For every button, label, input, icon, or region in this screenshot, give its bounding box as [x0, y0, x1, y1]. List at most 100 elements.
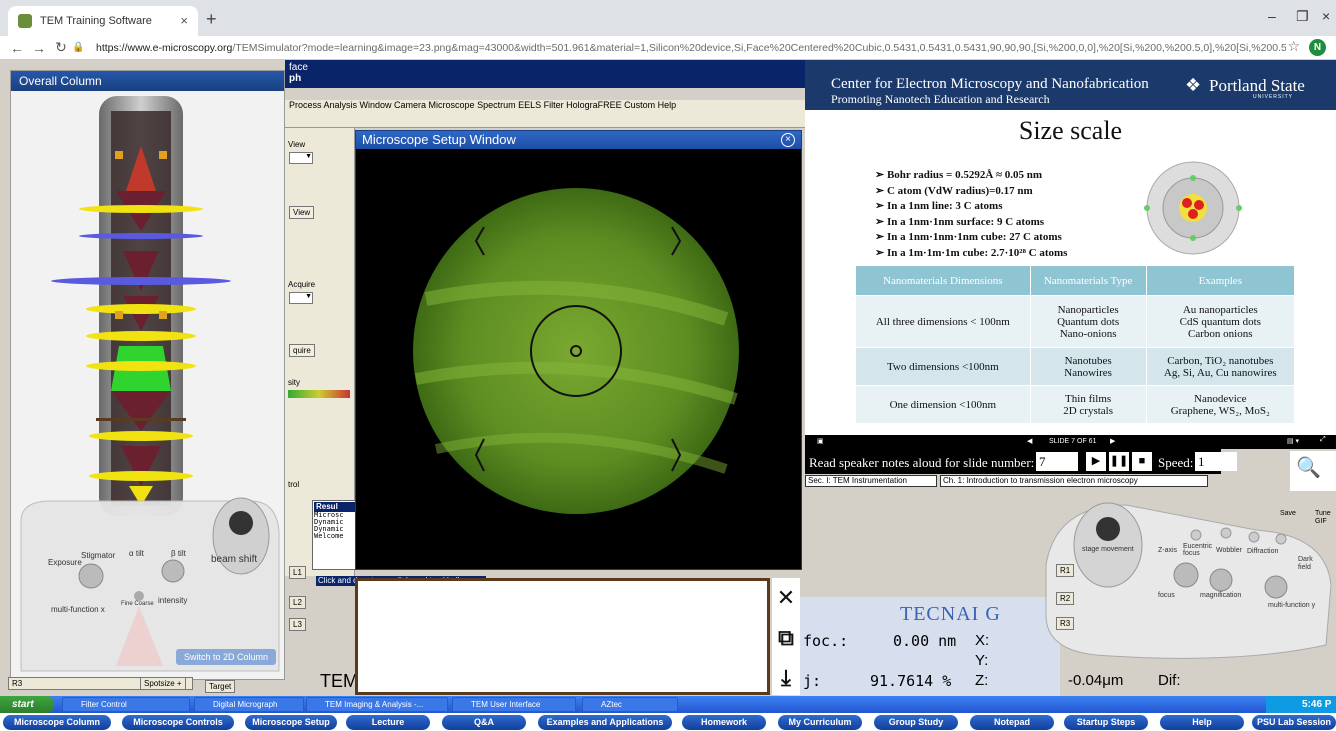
r1-button[interactable]: R1: [1056, 564, 1075, 577]
viewing-screen[interactable]: [356, 149, 801, 569]
r3-button[interactable]: R3: [1056, 617, 1075, 630]
search-icon[interactable]: 🔍: [1290, 451, 1336, 491]
eucentric-focus-button[interactable]: [1220, 527, 1232, 539]
slide-menu-icon[interactable]: ▤ ▾: [1287, 438, 1300, 445]
nav-startup-steps[interactable]: Startup Steps: [1064, 715, 1148, 730]
notes-copy-icon[interactable]: ⧉: [778, 625, 794, 650]
maximize-button[interactable]: ❐: [1296, 8, 1309, 24]
tune-gif-button[interactable]: Tune GIF: [1315, 510, 1331, 525]
fullscreen-icon[interactable]: ⤢: [1320, 436, 1326, 443]
taskbar-item[interactable]: TEM Imaging & Analysis -...: [306, 697, 448, 712]
nav-group-study[interactable]: Group Study: [874, 715, 958, 730]
play-button[interactable]: ▶: [1086, 452, 1106, 471]
nav-homework[interactable]: Homework: [682, 715, 766, 730]
slide-number-input[interactable]: 7: [1036, 452, 1078, 471]
focus-label: focus: [1158, 592, 1175, 599]
table-cell: One dimension <100nm: [855, 385, 1031, 424]
result-window: Resul Microsc Dynamic Dynamic Welcome: [312, 500, 360, 570]
browser-tab[interactable]: TEM Training Software ×: [8, 6, 198, 36]
tecnai-title: TECNAI G: [900, 603, 1001, 625]
coil: [115, 151, 123, 159]
nav-microscope-setup[interactable]: Microscope Setup: [245, 715, 337, 730]
r2-button[interactable]: R2: [1056, 592, 1075, 605]
l3-button[interactable]: L3: [289, 618, 306, 631]
corner-mark: [671, 438, 682, 472]
beam-shift-trackball[interactable]: [229, 511, 253, 535]
nav-microscope-column[interactable]: Microscope Column: [3, 715, 111, 730]
gm-menu-bar[interactable]: Process Analysis Window Camera Microscop…: [285, 100, 805, 114]
reload-icon[interactable]: ↻: [55, 39, 67, 55]
right-control-panel: [1045, 502, 1332, 659]
trackball-housing: [1073, 502, 1143, 588]
spotsize-button[interactable]: Spotsize +: [140, 677, 186, 690]
gm-toolbar[interactable]: [285, 114, 805, 128]
column-diagram[interactable]: [11, 91, 284, 679]
overall-column-title: Overall Column: [11, 71, 284, 91]
l2-button[interactable]: L2: [289, 596, 306, 609]
psu-logo-text: Portland State: [1209, 76, 1305, 95]
setup-close-icon[interactable]: ×: [781, 133, 795, 147]
target-button[interactable]: Target: [205, 680, 236, 693]
nav-help[interactable]: Help: [1160, 715, 1244, 730]
start-button[interactable]: start: [0, 696, 54, 713]
wobbler-button[interactable]: [1248, 531, 1260, 543]
z-axis-button[interactable]: [1190, 529, 1202, 541]
prev-slide-icon[interactable]: ◀: [1027, 438, 1033, 445]
intensity-knob[interactable]: [161, 559, 185, 583]
notes-toolbar: ✕ ⧉ ⤓: [772, 578, 800, 695]
lens-3: [86, 331, 196, 341]
next-slide-icon[interactable]: ▶: [1110, 438, 1116, 445]
l1-button[interactable]: L1: [289, 566, 306, 579]
diffraction-button[interactable]: [1275, 533, 1287, 545]
focus-knob[interactable]: [1173, 562, 1199, 588]
forward-icon[interactable]: →: [32, 39, 46, 56]
taskbar-item[interactable]: TEM User Interface: [452, 697, 576, 712]
multi-function-y-knob[interactable]: [1264, 575, 1288, 599]
acquire-dropdown[interactable]: ▼: [289, 292, 313, 304]
back-icon[interactable]: ←: [10, 39, 24, 56]
density-label: sity: [288, 378, 300, 387]
multi-function-x-knob[interactable]: [78, 563, 104, 589]
taskbar-item[interactable]: AZtec: [582, 697, 678, 712]
stop-button[interactable]: ■: [1132, 452, 1152, 471]
notes-toggle-icon[interactable]: ▣: [817, 438, 824, 445]
fine-coarse-button[interactable]: [134, 591, 144, 601]
nav-lecture[interactable]: Lecture: [346, 715, 430, 730]
notes-download-icon[interactable]: ⤓: [781, 665, 791, 690]
bullet-item: ➢ C atom (VdW radius)=0.17 nm: [875, 184, 1033, 197]
chapter-select[interactable]: Ch. 1: Introduction to transmission elec…: [940, 475, 1208, 487]
taskbar-item[interactable]: Filter Control: [62, 697, 190, 712]
table-cell: Au nanoparticles CdS quantum dots Carbon…: [1145, 295, 1296, 348]
nav-my-curriculum[interactable]: My Curriculum: [778, 715, 862, 730]
speaker-notes-bar: Read speaker notes aloud for slide numbe…: [805, 449, 1237, 474]
notes-close-icon[interactable]: ✕: [776, 585, 796, 610]
minimize-button[interactable]: –: [1268, 8, 1276, 24]
table-cell: Nanodevice Graphene, WS₂, MoS₂: [1145, 385, 1296, 424]
window-close-button[interactable]: ×: [1322, 8, 1331, 24]
save-button[interactable]: Save: [1280, 510, 1296, 517]
tab-close-icon[interactable]: ×: [180, 13, 188, 28]
speed-input[interactable]: 1: [1195, 452, 1237, 471]
pause-button[interactable]: ❚❚: [1109, 452, 1129, 471]
slide-title: Size scale: [1018, 116, 1123, 145]
profile-avatar[interactable]: N: [1309, 39, 1326, 56]
nav-notepad[interactable]: Notepad: [970, 715, 1054, 730]
nav-examples-applications[interactable]: Examples and Applications: [538, 715, 672, 730]
beam-cone-top: [126, 146, 156, 191]
view-dropdown[interactable]: ▼: [289, 152, 313, 164]
acquire-button[interactable]: quire: [289, 344, 315, 357]
notes-text-area[interactable]: [355, 578, 770, 695]
taskbar-item[interactable]: Digital Micrograph: [194, 697, 304, 712]
url-field[interactable]: https://www.e-microscopy.org/TEMSimulato…: [96, 41, 1286, 54]
bookmark-star-icon[interactable]: ☆: [1287, 38, 1300, 54]
view-button[interactable]: View: [289, 206, 315, 219]
nav-psu-lab-session[interactable]: PSU Lab Session: [1252, 715, 1336, 730]
section-select[interactable]: Sec. I: TEM Instrumentation: [805, 475, 937, 487]
magnification-knob[interactable]: [1209, 568, 1233, 592]
switch-2d-column-button[interactable]: Switch to 2D Column: [176, 649, 276, 665]
intensity-value: 91.7614 %: [870, 672, 952, 690]
new-tab-button[interactable]: +: [206, 9, 217, 29]
stage-trackball[interactable]: [1096, 517, 1120, 541]
nav-microscope-controls[interactable]: Microscope Controls: [122, 715, 234, 730]
nav-qa[interactable]: Q&A: [442, 715, 526, 730]
